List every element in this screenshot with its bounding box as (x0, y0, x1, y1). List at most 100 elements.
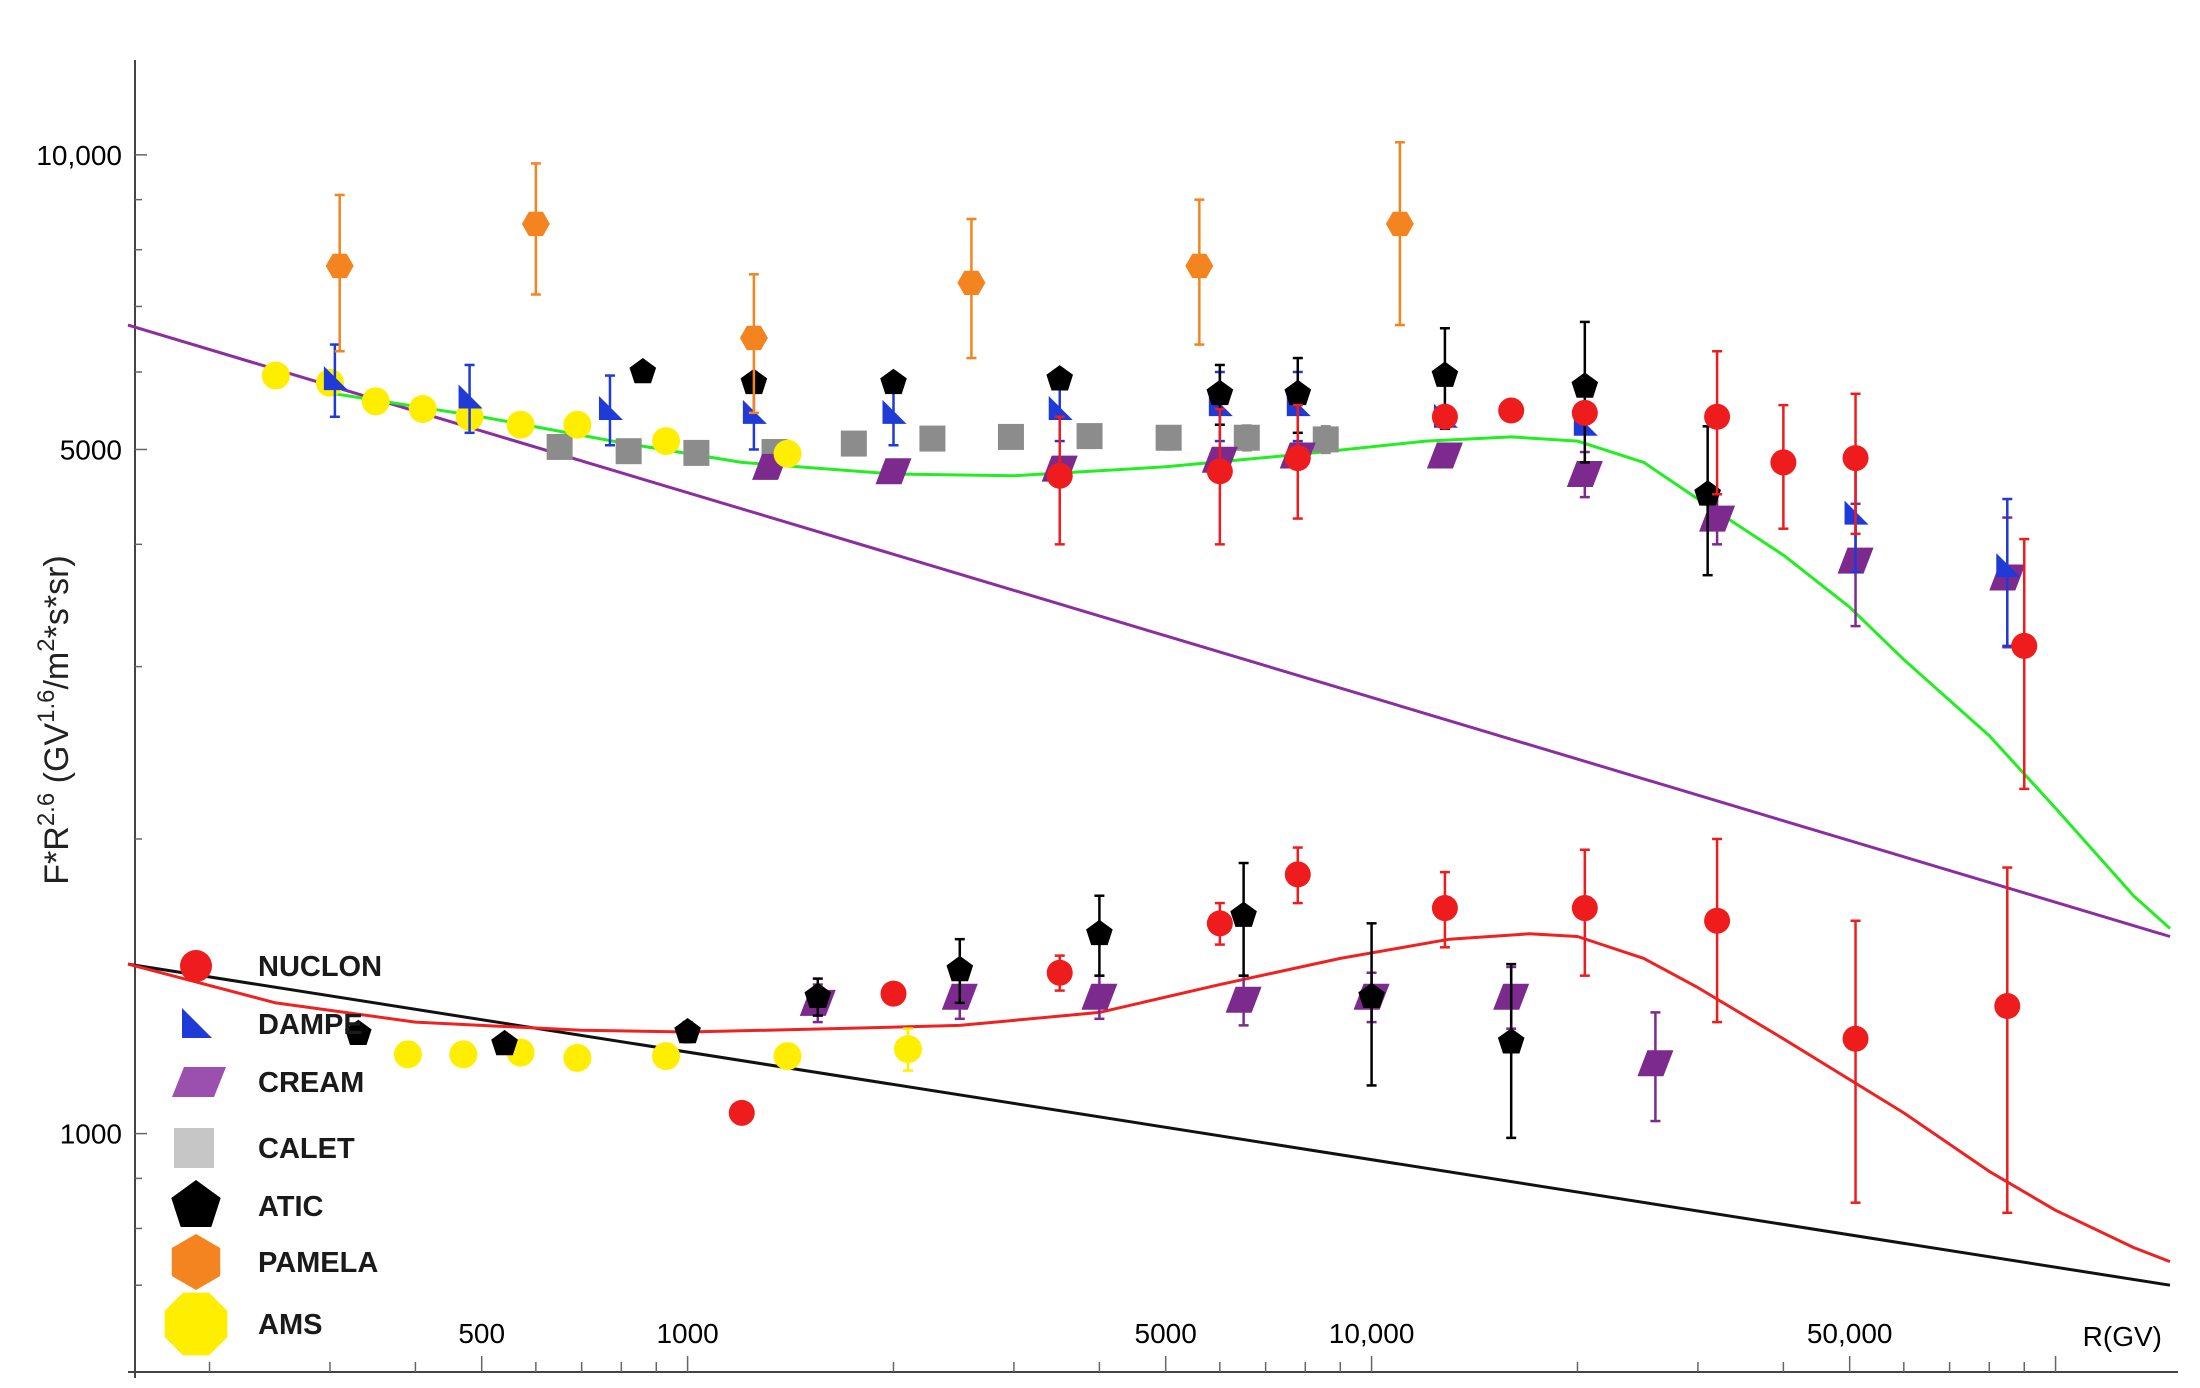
data-point-atic (946, 955, 974, 982)
legend-label: AMS (258, 1309, 322, 1341)
legend-label: CREAM (258, 1067, 364, 1099)
series-nuclon-proton (1046, 349, 2038, 791)
legend-item-nuclon: NUCLON (180, 950, 382, 983)
y-tick-label: 1000 (60, 1119, 122, 1150)
data-point-pamela (521, 211, 550, 237)
data-point-nuclon (1046, 959, 1073, 986)
data-point-nuclon (2011, 632, 2038, 659)
legend-item-pamela: PAMELA (171, 1234, 378, 1290)
x-tick-label: 500 (458, 1318, 505, 1349)
series-atic-helium (345, 861, 1525, 1140)
ylabel-part: (GV (38, 723, 76, 793)
axes: 10,000 5000 1000 500 1000 5000 10,000 50,000 R(G… (36, 60, 2178, 1378)
data-point-ams (652, 1042, 681, 1071)
legend-label: ATIC (258, 1191, 324, 1223)
legend-item-dampe: DAMPE (182, 1008, 363, 1041)
data-point-nuclon (1284, 861, 1311, 888)
legend-label: DAMPE (258, 1009, 363, 1041)
data-point-dampe (1996, 553, 2021, 578)
data-point-dampe (323, 366, 348, 391)
data-point-atic (1431, 361, 1459, 387)
data-point-atic (1284, 379, 1312, 406)
data-point-ams (408, 394, 437, 423)
data-point-ams (652, 427, 681, 456)
data-point-nuclon (1842, 1025, 1869, 1052)
data-point-calet (615, 438, 642, 465)
data-point-ams (506, 410, 535, 439)
data-point-nuclon (1498, 397, 1525, 424)
data-point-calet (546, 433, 573, 460)
lower-fit-curve (127, 932, 2171, 1263)
ylabel-exponent: 2.6 (33, 793, 60, 826)
x-tick-label: 10,000 (1329, 1318, 1415, 1349)
data-point-nuclon (1206, 910, 1233, 937)
legend-marker (174, 1128, 214, 1168)
legend-item-calet: CALET (174, 1128, 355, 1168)
data-point-calet (840, 430, 867, 457)
legend-label: PAMELA (258, 1247, 378, 1279)
data-point-pamela (1385, 211, 1414, 237)
data-point-pamela (1185, 253, 1214, 279)
data-point-atic (880, 368, 907, 395)
ylabel-part: F*R (38, 826, 76, 885)
legend-marker (171, 1234, 221, 1290)
data-point-atic (491, 1029, 518, 1056)
series-cream-proton (752, 442, 2026, 649)
data-point-cream (1426, 442, 1463, 469)
x-tick-label: 5000 (1135, 1318, 1197, 1349)
legend-label: CALET (258, 1133, 355, 1165)
data-point-atic (1206, 379, 1234, 406)
ylabel-part: *s*sr) (38, 555, 76, 638)
legend-marker (172, 1067, 226, 1097)
data-point-nuclon (1842, 445, 1869, 472)
series-ams-proton (261, 361, 802, 468)
data-point-atic (345, 1019, 372, 1045)
ylabel-part: /m (38, 652, 76, 690)
data-points (261, 141, 2038, 1215)
fit-lines (127, 323, 2172, 1287)
data-point-nuclon (1431, 895, 1458, 922)
data-point-nuclon (1704, 907, 1731, 934)
data-point-cream (1699, 505, 1736, 532)
data-point-ams (893, 1035, 922, 1064)
legend-marker (180, 950, 212, 982)
data-point-dampe (882, 399, 907, 424)
series-pamela-proton (325, 141, 1414, 415)
data-point-nuclon (1770, 449, 1797, 476)
data-point-calet (683, 439, 710, 466)
legend-marker (182, 1008, 212, 1038)
data-point-atic (1571, 372, 1599, 398)
data-point-ams (563, 1043, 592, 1072)
data-point-dampe (1048, 395, 1073, 420)
data-point-nuclon (1431, 403, 1458, 430)
data-point-ams (261, 361, 290, 390)
data-point-cream (1566, 460, 1603, 487)
legend-item-cream: CREAM (172, 1067, 364, 1099)
data-point-ams (773, 1042, 802, 1071)
data-point-ams (361, 387, 390, 416)
data-point-atic (1230, 901, 1257, 927)
data-point-cream (875, 458, 912, 485)
data-point-ams (773, 439, 802, 468)
series-dampe-proton (323, 343, 2021, 648)
data-point-ams (563, 410, 592, 439)
data-point-pamela (325, 253, 354, 279)
legend-item-ams: AMS (164, 1292, 322, 1356)
data-point-dampe (598, 395, 623, 420)
data-point-pamela (739, 325, 768, 351)
x-tick-label: 50,000 (1807, 1318, 1893, 1349)
data-point-ams (449, 1040, 478, 1069)
y-tick-label: 10,000 (36, 140, 122, 171)
data-point-atic (629, 358, 657, 384)
data-point-calet (1233, 424, 1260, 451)
data-point-calet (1155, 424, 1182, 451)
data-point-nuclon (1994, 993, 2021, 1020)
ylabel-exponent: 2 (33, 638, 60, 651)
data-point-calet (919, 425, 946, 452)
data-point-nuclon (1571, 399, 1598, 426)
y-tick-label: 5000 (60, 434, 122, 465)
x-axis-title: R(GV) (2083, 1321, 2162, 1352)
data-point-nuclon (880, 980, 907, 1007)
series-cream-helium (799, 965, 1674, 1123)
